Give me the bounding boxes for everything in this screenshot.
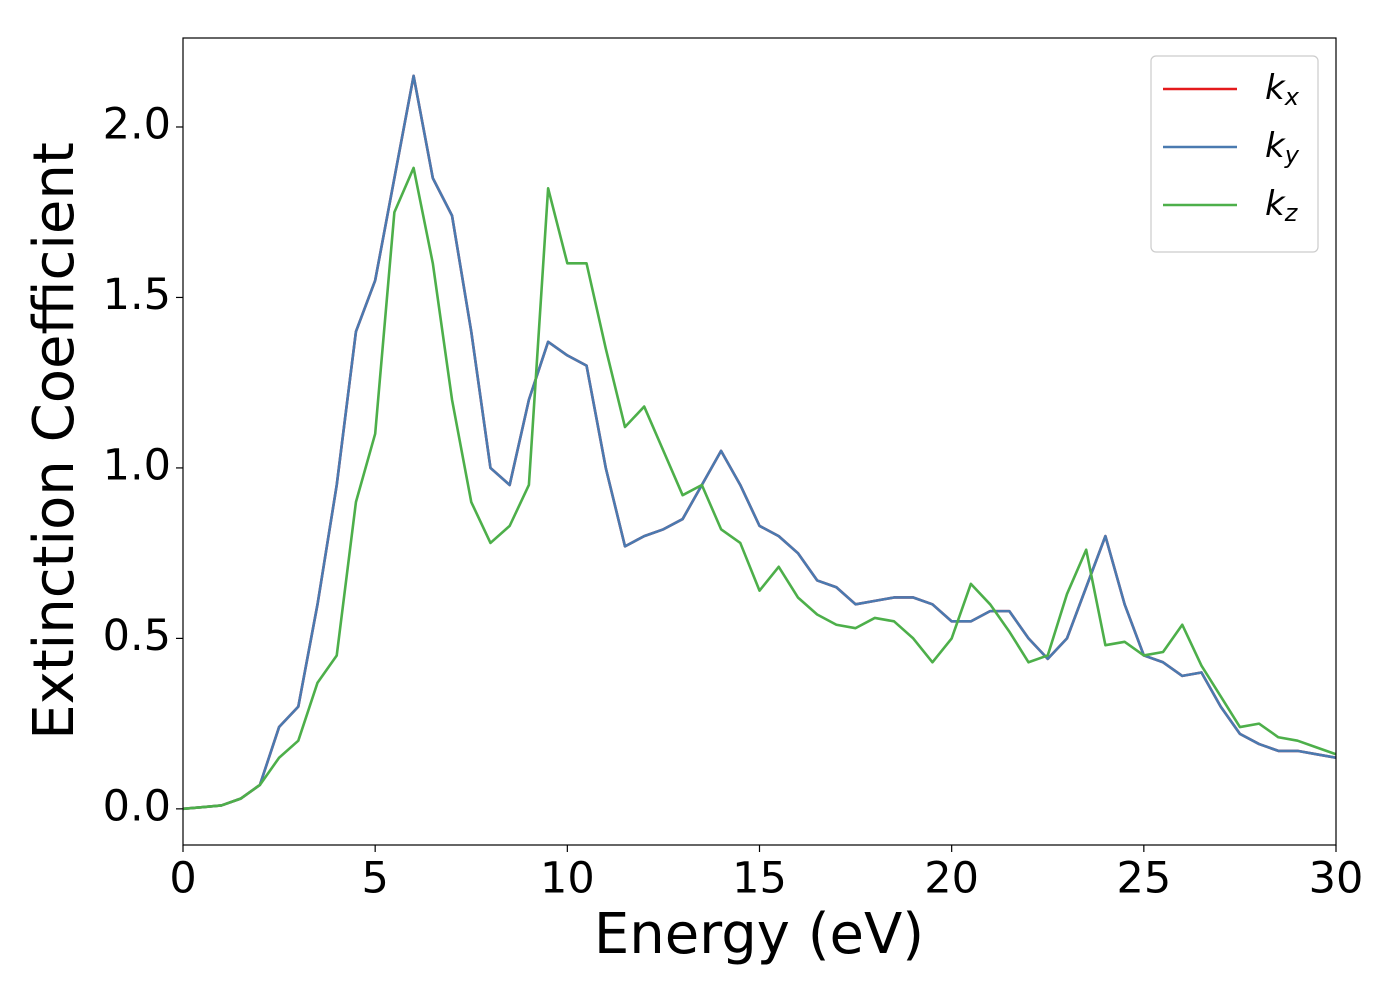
x-axis-label: Energy (eV) [594, 902, 924, 967]
y-axis-label: Extinction Coefficient [22, 142, 87, 740]
y-tick-label: 2.0 [103, 99, 171, 149]
x-tick-label: 15 [732, 854, 787, 904]
x-tick-label: 20 [924, 854, 979, 904]
y-tick-label: 1.5 [103, 270, 171, 320]
y-tick-label: 0.5 [103, 611, 171, 661]
legend-box [1150, 55, 1319, 253]
x-tick-label: 10 [540, 854, 595, 904]
x-tick-label: 30 [1309, 854, 1364, 904]
plot-lines [183, 74, 1336, 811]
x-tick-label: 0 [169, 854, 196, 904]
data-line [183, 166, 1336, 811]
y-tick-label: 0.0 [103, 781, 171, 831]
x-tick-label: 25 [1116, 854, 1171, 904]
legend-label: kz [1265, 184, 1299, 228]
plot-frame [182, 37, 1337, 846]
y-tick-label: 1.0 [103, 440, 171, 490]
x-tick-label: 5 [361, 854, 388, 904]
legend-label: ky [1265, 126, 1300, 170]
legend-label: kx [1265, 68, 1300, 112]
